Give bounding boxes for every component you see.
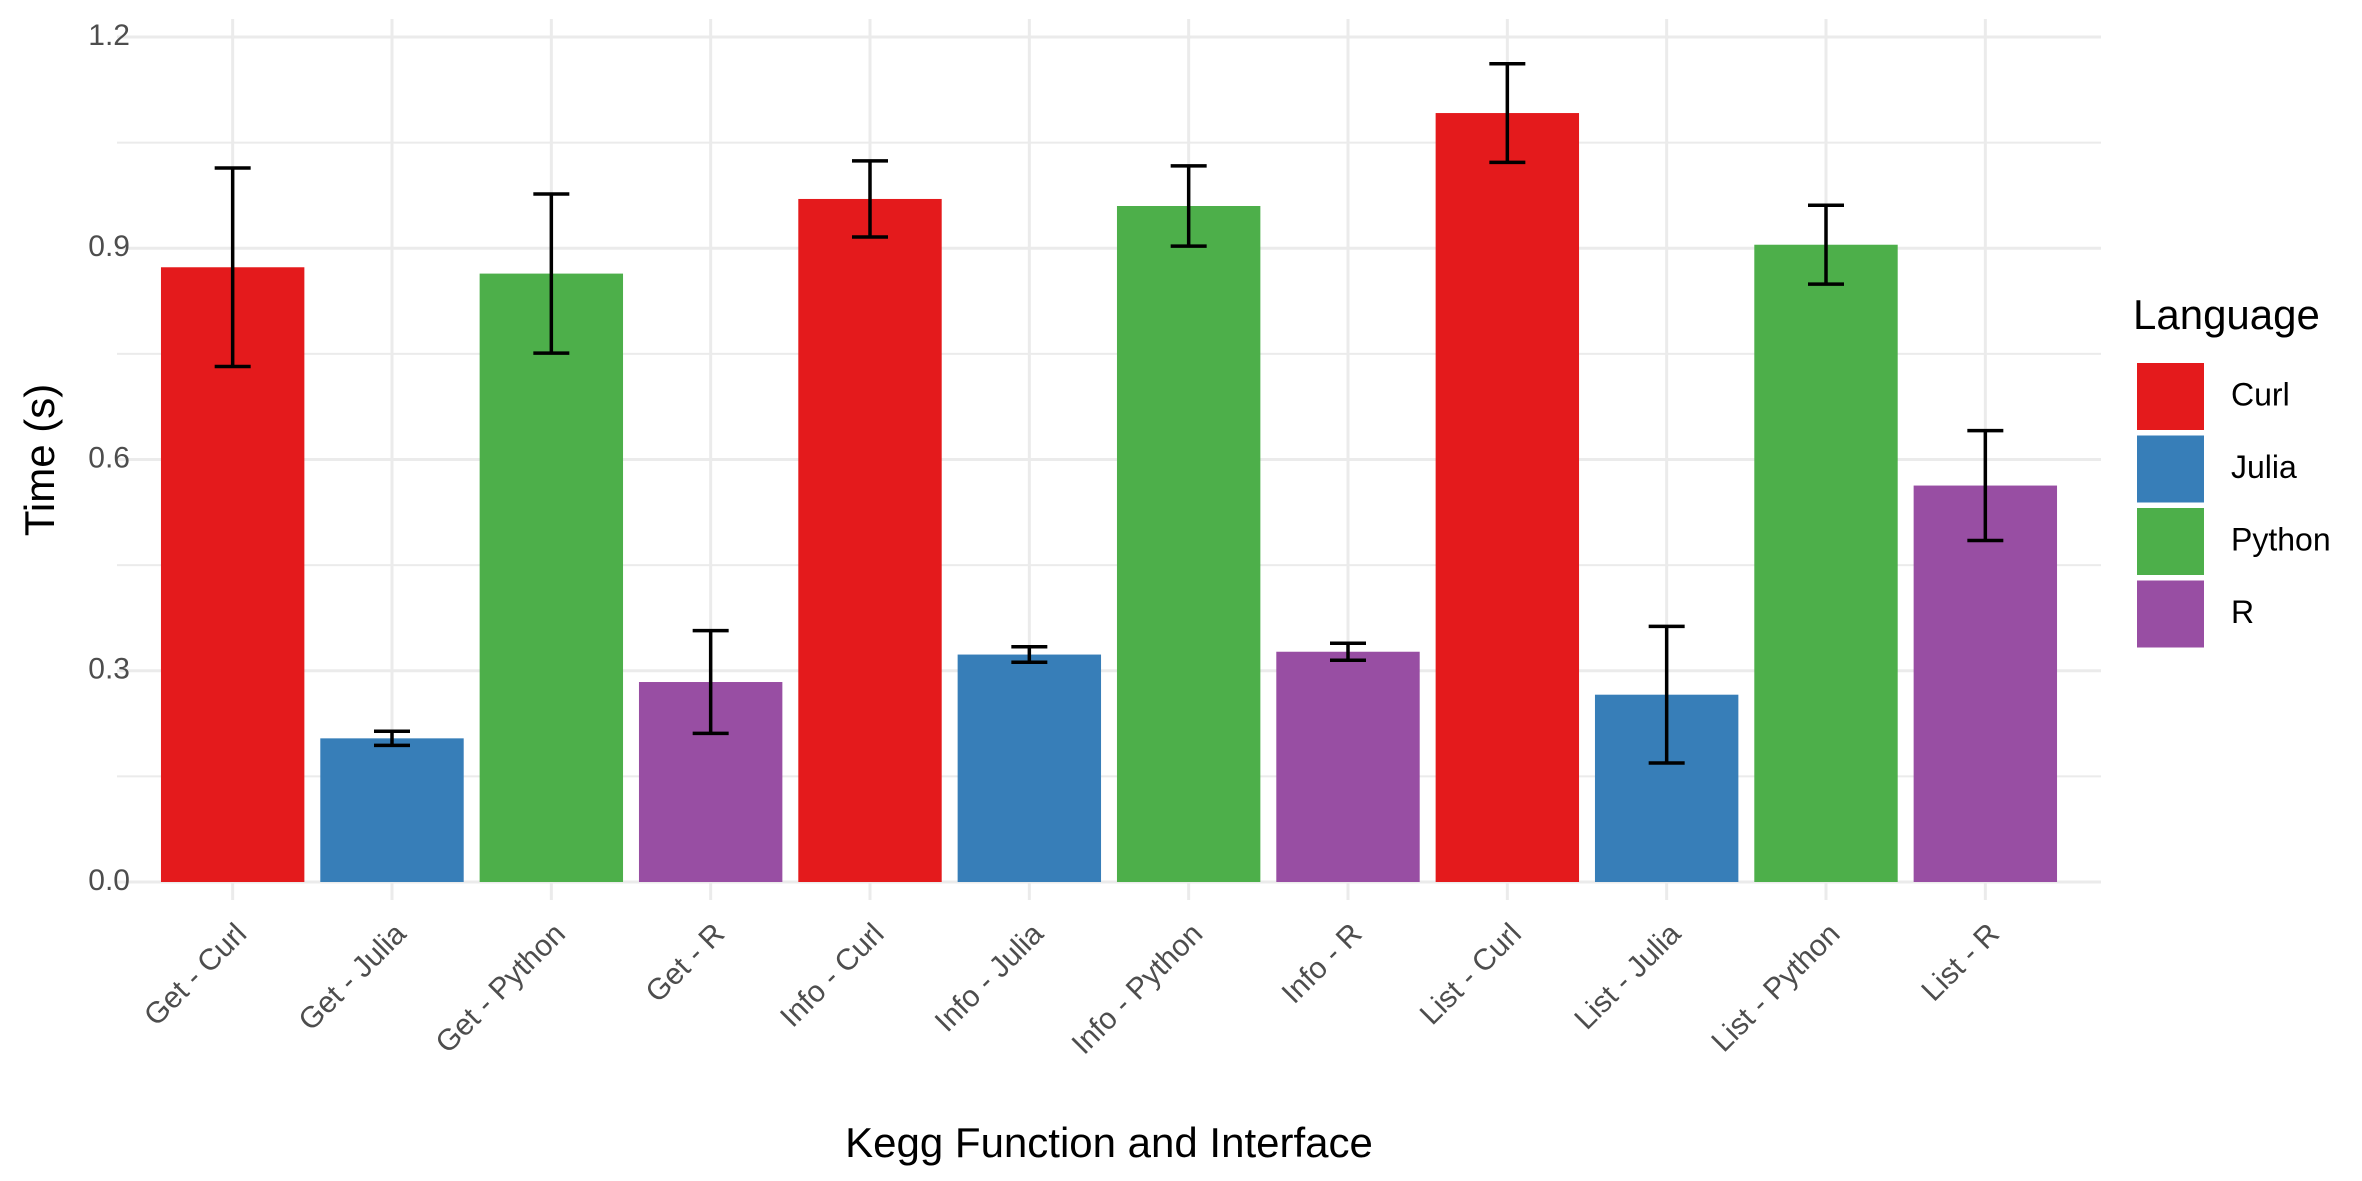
x-tick-label: Get - Curl [138,917,253,1032]
error-bar [374,729,410,748]
error-bar [1011,645,1048,665]
error-bar [214,166,251,369]
legend-key [2137,435,2204,503]
legend-key [2137,508,2204,575]
error-bar [852,159,888,239]
y-tick-label: 1.2 [88,19,130,52]
y-axis-title: Time (s) [16,384,63,536]
error-bar [533,192,570,355]
y-tick-label: 0.3 [88,653,130,686]
error-bar [1808,203,1844,286]
y-tick-label: 0.0 [88,864,130,897]
x-tick-label: Get - Julia [293,917,413,1037]
bar [1754,244,1898,882]
error-bar [1170,164,1207,248]
legend-label: R [2231,594,2254,630]
x-tick-label: List - Curl [1414,917,1528,1031]
bar [479,273,624,883]
x-tick-label: Get - R [640,917,732,1009]
x-tick-label: List - Python [1705,917,1846,1058]
x-axis-title: Kegg Function and Interface [845,1119,1373,1166]
bar [1913,485,2058,882]
legend-key [2137,363,2204,430]
error-bar [1648,624,1685,765]
x-tick-label: Info - Python [1066,917,1210,1061]
bar [798,198,942,883]
legend-key [2137,580,2204,648]
bar [957,654,1102,882]
error-bar [1967,428,2004,543]
x-tick-label: Info - Curl [774,917,890,1033]
bar [1276,651,1420,882]
error-bar [692,628,729,736]
x-tick-label: List - R [1915,917,2006,1008]
x-tick-label: Info - R [1276,917,1369,1010]
bar [1435,113,1580,883]
x-tick-label: Info - Julia [929,917,1050,1038]
bar [320,738,464,882]
x-tick-label: Get - Python [429,917,571,1059]
legend-label: Julia [2231,449,2297,485]
legend-label: Python [2231,521,2331,557]
error-bar [1489,62,1526,165]
error-bar [1330,641,1366,662]
bar [160,267,305,882]
y-tick-label: 0.9 [88,230,130,263]
y-tick-label: 0.6 [88,441,130,474]
legend-title: Language [2133,291,2320,338]
bar [1116,206,1261,882]
x-tick-label: List - Julia [1568,917,1687,1036]
legend-label: Curl [2231,376,2290,412]
